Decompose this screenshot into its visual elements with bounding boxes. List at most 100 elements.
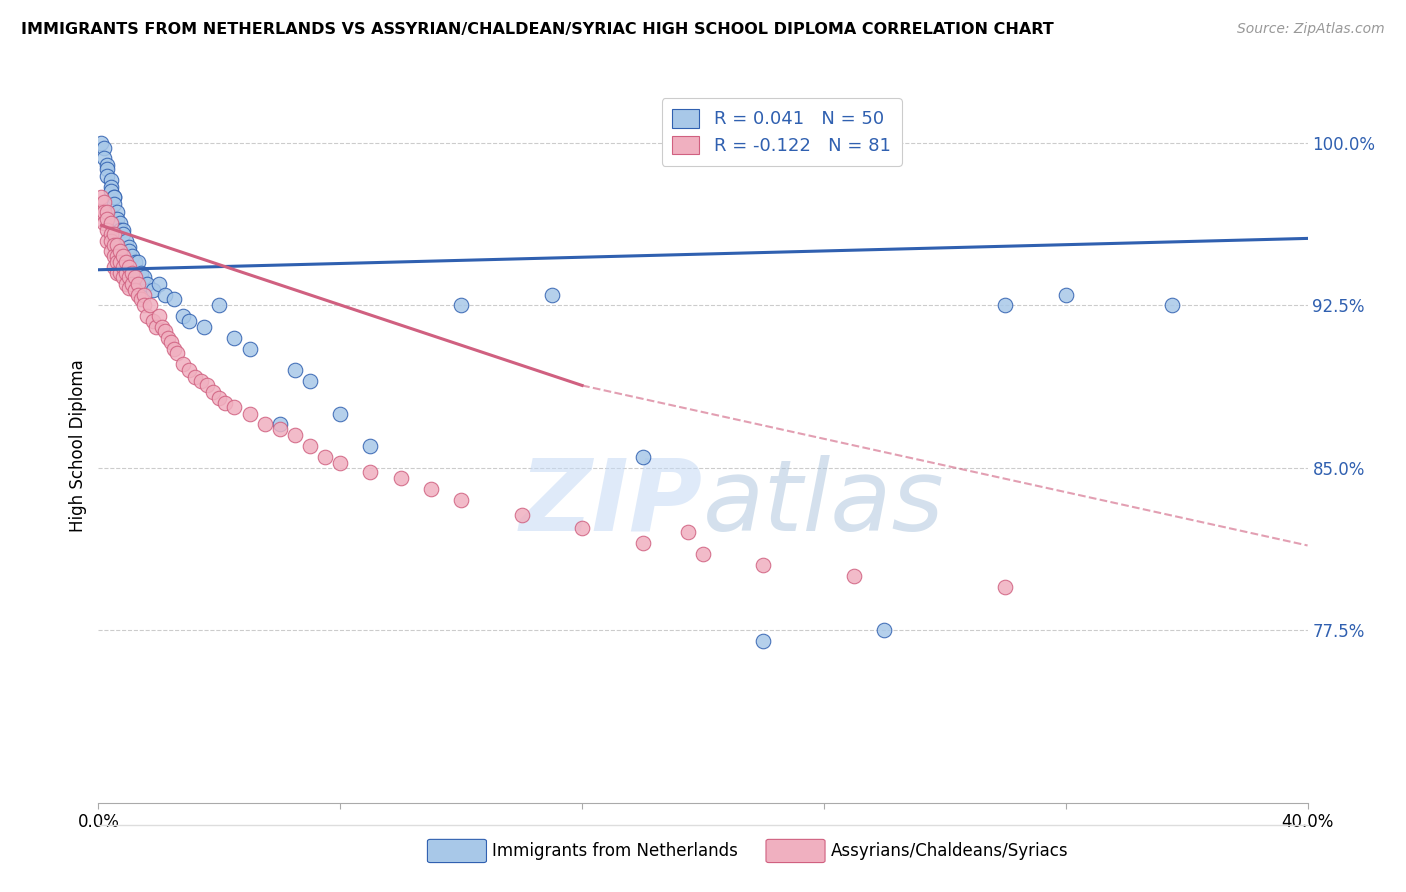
Point bbox=[150, 320, 173, 334]
Point bbox=[184, 369, 207, 384]
Point bbox=[93, 216, 115, 230]
Point bbox=[90, 205, 112, 219]
Point bbox=[90, 190, 112, 204]
Point bbox=[752, 558, 775, 572]
Point bbox=[96, 158, 118, 172]
Point bbox=[103, 227, 125, 241]
Point bbox=[163, 342, 186, 356]
Point bbox=[202, 384, 225, 399]
Point bbox=[118, 244, 141, 259]
Point bbox=[195, 378, 218, 392]
Point bbox=[96, 169, 118, 183]
Point bbox=[139, 298, 162, 312]
Point bbox=[1160, 298, 1182, 312]
Point bbox=[105, 238, 128, 252]
Point bbox=[96, 205, 118, 219]
Point bbox=[96, 223, 118, 237]
Point bbox=[127, 277, 149, 291]
Point bbox=[93, 205, 115, 219]
Point bbox=[105, 211, 128, 226]
Point bbox=[127, 255, 149, 269]
Point bbox=[100, 184, 122, 198]
Point bbox=[145, 320, 167, 334]
Point bbox=[96, 234, 118, 248]
Point bbox=[389, 471, 412, 485]
Point bbox=[103, 196, 125, 211]
Point bbox=[111, 249, 134, 263]
Point bbox=[540, 287, 562, 301]
Point bbox=[510, 508, 533, 523]
Point bbox=[153, 287, 176, 301]
Point bbox=[314, 450, 336, 464]
Point bbox=[105, 255, 128, 269]
Point bbox=[676, 525, 699, 540]
Point bbox=[93, 152, 115, 166]
Point bbox=[132, 287, 155, 301]
Point bbox=[329, 456, 352, 470]
Point bbox=[208, 298, 231, 312]
Point bbox=[224, 400, 246, 414]
Point bbox=[90, 136, 112, 151]
Point bbox=[103, 260, 125, 274]
Point bbox=[114, 234, 136, 248]
Point bbox=[179, 363, 201, 377]
Point bbox=[100, 227, 122, 241]
Point bbox=[108, 255, 131, 269]
Point bbox=[160, 335, 183, 350]
Point bbox=[114, 277, 136, 291]
Point bbox=[121, 266, 143, 280]
Point bbox=[105, 249, 128, 263]
Point bbox=[239, 342, 262, 356]
Point bbox=[269, 422, 291, 436]
Point bbox=[108, 244, 131, 259]
Point bbox=[100, 216, 122, 230]
Point bbox=[208, 392, 231, 406]
Point bbox=[103, 249, 125, 263]
Point bbox=[239, 407, 262, 421]
Point bbox=[111, 223, 134, 237]
Point bbox=[172, 357, 194, 371]
Point bbox=[994, 298, 1017, 312]
Point bbox=[111, 260, 134, 274]
Point bbox=[121, 249, 143, 263]
Text: atlas: atlas bbox=[703, 455, 945, 551]
Point bbox=[118, 281, 141, 295]
Point bbox=[93, 140, 115, 154]
Point bbox=[253, 417, 276, 432]
Point bbox=[129, 266, 152, 280]
Point bbox=[103, 238, 125, 252]
Point bbox=[100, 173, 122, 187]
Point bbox=[142, 283, 165, 297]
Point bbox=[118, 240, 141, 254]
Point bbox=[114, 255, 136, 269]
Point bbox=[118, 260, 141, 274]
Point bbox=[132, 270, 155, 285]
Point bbox=[108, 223, 131, 237]
Point bbox=[105, 266, 128, 280]
Point bbox=[214, 396, 236, 410]
Point bbox=[103, 190, 125, 204]
Point bbox=[121, 277, 143, 291]
Point bbox=[166, 346, 188, 360]
Point bbox=[156, 331, 179, 345]
Point bbox=[135, 277, 157, 291]
Legend: R = 0.041   N = 50, R = -0.122   N = 81: R = 0.041 N = 50, R = -0.122 N = 81 bbox=[662, 98, 901, 166]
Point bbox=[142, 313, 165, 327]
Point bbox=[631, 536, 654, 550]
Text: ZIP: ZIP bbox=[520, 455, 703, 551]
Point bbox=[124, 283, 146, 297]
Point bbox=[103, 190, 125, 204]
Point bbox=[752, 633, 775, 648]
Text: Immigrants from Netherlands: Immigrants from Netherlands bbox=[492, 842, 738, 860]
Point bbox=[284, 363, 307, 377]
Point bbox=[190, 374, 212, 388]
Point bbox=[299, 374, 322, 388]
Point bbox=[193, 320, 215, 334]
Point bbox=[360, 465, 382, 479]
Point bbox=[96, 211, 118, 226]
Point bbox=[100, 179, 122, 194]
Point bbox=[269, 417, 291, 432]
Y-axis label: High School Diploma: High School Diploma bbox=[69, 359, 87, 533]
Point bbox=[135, 310, 157, 324]
Point bbox=[148, 277, 170, 291]
